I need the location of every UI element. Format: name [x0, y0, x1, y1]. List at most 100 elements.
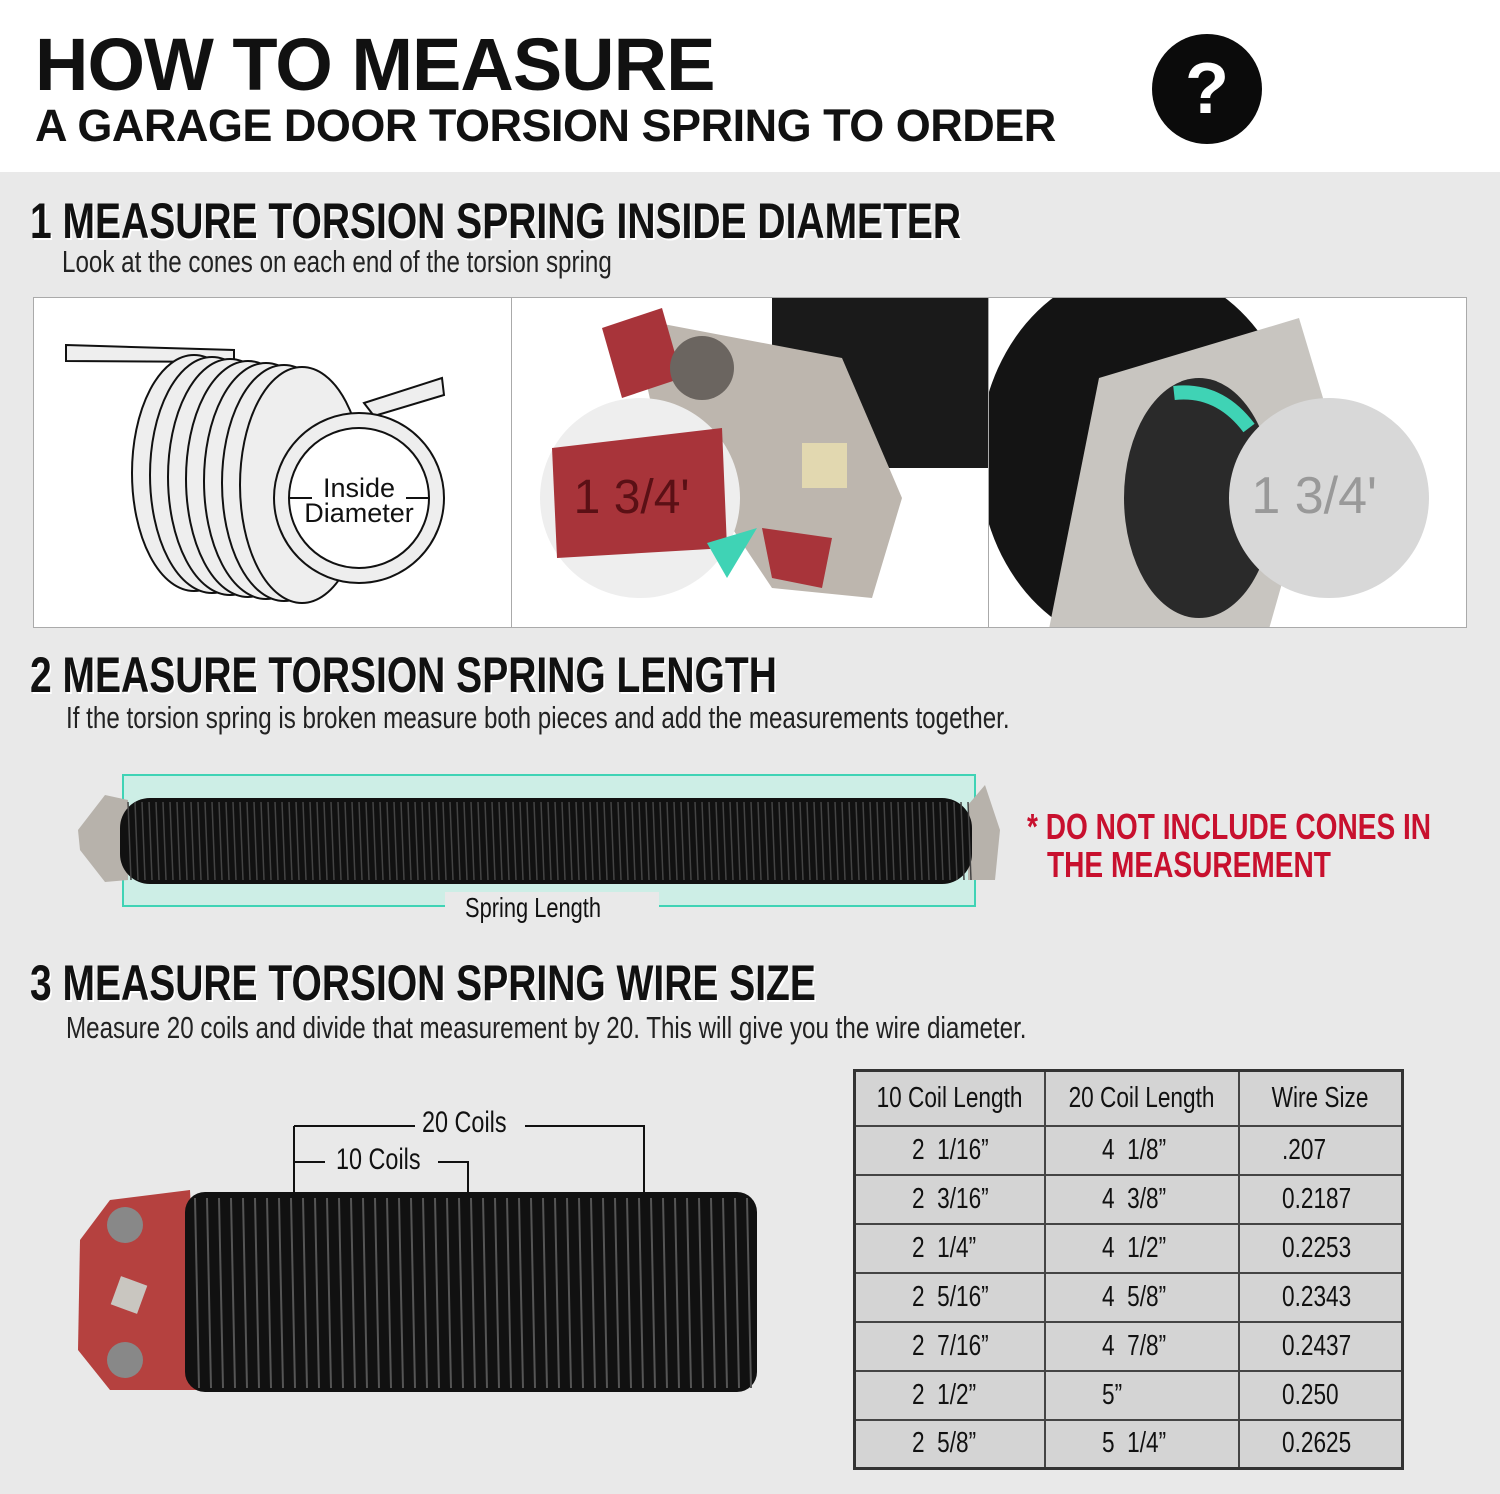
coil [610, 801, 615, 881]
coil [421, 801, 426, 881]
coil [148, 801, 153, 881]
coil [932, 801, 937, 881]
coil [533, 801, 538, 881]
coil [477, 801, 482, 881]
coil [722, 1197, 728, 1389]
coil [652, 801, 657, 881]
coil [449, 801, 454, 881]
red-cone-image [539, 298, 989, 598]
coil [736, 801, 741, 881]
coil [239, 801, 244, 881]
coil [358, 801, 363, 881]
table-row: 2 1/2” 5” 0.250 [853, 1369, 1404, 1421]
coil [686, 1197, 692, 1389]
table-cell: 2 1/2” [853, 1369, 1046, 1421]
coil [614, 1197, 620, 1389]
coil [918, 801, 923, 881]
coil [624, 801, 629, 881]
coil [386, 1197, 392, 1389]
coil [274, 801, 279, 881]
spring-length-label: Spring Length [445, 892, 660, 924]
coil [715, 801, 720, 881]
coil [561, 801, 566, 881]
table-row: 2 5/16” 4 5/8” 0.2343 [853, 1271, 1404, 1323]
coil [330, 801, 335, 881]
table-cell: 0.2343 [1237, 1271, 1404, 1323]
table-cell: 5 1/4” [1043, 1418, 1240, 1470]
coil [687, 801, 692, 881]
table-cell: 4 5/8” [1043, 1271, 1240, 1323]
coil [589, 801, 594, 881]
coil [230, 1197, 236, 1389]
coil [512, 801, 517, 881]
coil [708, 801, 713, 881]
coil [554, 1197, 560, 1389]
spring-coil-diagram [65, 343, 446, 604]
table-cell: 0.2437 [1237, 1320, 1404, 1372]
coil [351, 801, 356, 881]
coil [578, 1197, 584, 1389]
coil [876, 801, 881, 881]
coil [218, 801, 223, 881]
coil [806, 801, 811, 881]
coil [778, 801, 783, 881]
coil [673, 801, 678, 881]
coil [314, 1197, 320, 1389]
coil [967, 801, 972, 881]
step2-instruction: If the torsion spring is broken measure … [66, 700, 1010, 735]
step1-instruction: Look at the cones on each end of the tor… [62, 244, 612, 279]
coil [540, 801, 545, 881]
coil [482, 1197, 488, 1389]
step3-instruction: Measure 20 coils and divide that measure… [66, 1010, 1027, 1045]
coil [267, 801, 272, 881]
table-row: 2 5/8” 5 1/4” 0.2625 [853, 1418, 1404, 1470]
coil [246, 801, 251, 881]
coil [701, 801, 706, 881]
coil [674, 1197, 680, 1389]
coil [939, 801, 944, 881]
coil [626, 1197, 632, 1389]
coil [206, 1197, 212, 1389]
table-cell: 4 7/8” [1043, 1320, 1240, 1372]
table-cell: 2 1/4” [853, 1222, 1046, 1274]
coil [526, 801, 531, 881]
coil [582, 801, 587, 881]
coil [281, 801, 286, 881]
coil [232, 801, 237, 881]
coil [302, 801, 307, 881]
coil [862, 801, 867, 881]
coil [631, 801, 636, 881]
coil [834, 801, 839, 881]
coil [743, 801, 748, 881]
coil [484, 801, 489, 881]
coil [379, 801, 384, 881]
coil [602, 1197, 608, 1389]
column-header: Wire Size [1237, 1069, 1404, 1127]
coil [890, 801, 895, 881]
coil [813, 801, 818, 881]
table-cell: 2 5/16” [853, 1271, 1046, 1323]
coil [278, 1197, 284, 1389]
coil [590, 1197, 596, 1389]
table-cell: 5” [1043, 1369, 1240, 1421]
cone-size-marking: 1 3/4' [573, 471, 690, 524]
coil [897, 801, 902, 881]
coil [547, 801, 552, 881]
table-cell: 2 1/16” [853, 1124, 1046, 1176]
coil [799, 801, 804, 881]
coil [722, 801, 727, 881]
coil [323, 801, 328, 881]
coil [694, 801, 699, 881]
coil [729, 801, 734, 881]
coil [764, 801, 769, 881]
coil [365, 801, 370, 881]
coil [288, 801, 293, 881]
coil [434, 1197, 440, 1389]
coil [337, 801, 342, 881]
coil [194, 1197, 200, 1389]
table-cell: .207 [1237, 1124, 1404, 1176]
coil [197, 801, 202, 881]
coil [374, 1197, 380, 1389]
column-header: 10 Coil Length [853, 1069, 1046, 1127]
coil [750, 801, 755, 881]
